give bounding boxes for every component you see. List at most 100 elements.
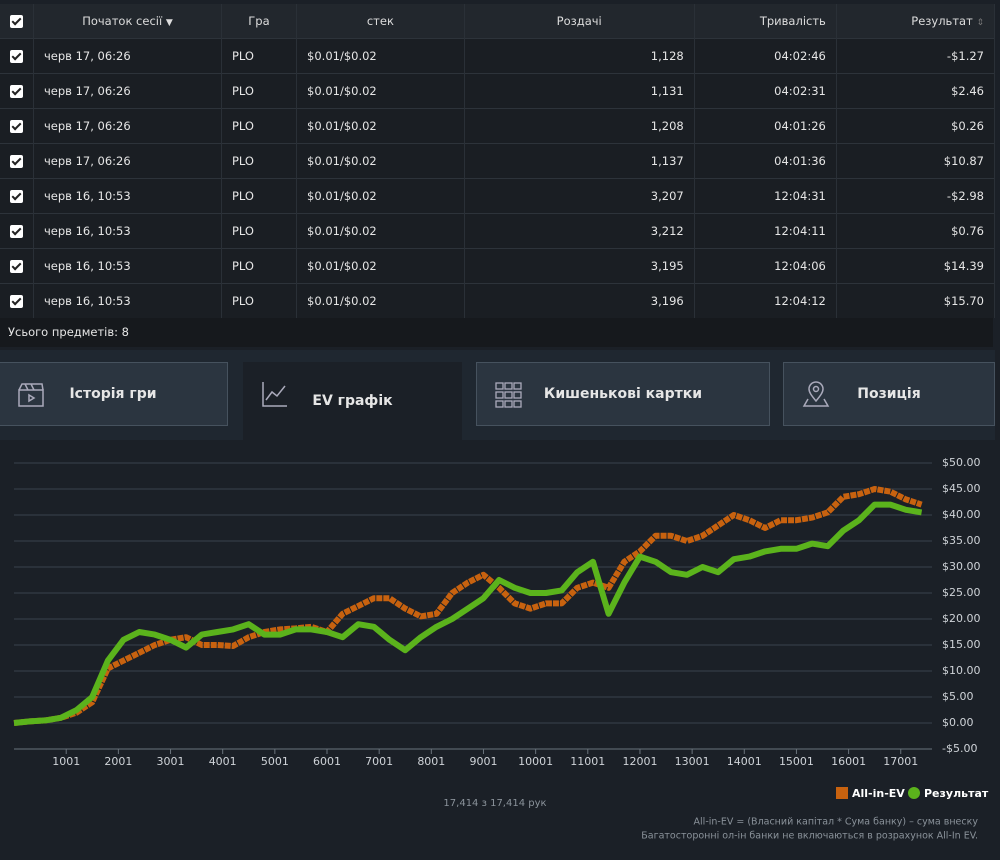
y-tick-label: $5.00: [942, 690, 974, 703]
cell: черв 17, 06:26: [33, 143, 222, 179]
cell: 1,131: [464, 73, 695, 109]
cell: 1,128: [464, 38, 695, 74]
cell: -$1.27: [836, 38, 996, 74]
cell: $0.01/$0.02: [296, 143, 465, 179]
x-tick-label: 13001: [675, 755, 710, 768]
cell: 12:04:31: [694, 178, 837, 214]
session-row: черв 16, 10:53 PLO $0.01/$0.02 3,207 12:04:3…: [0, 178, 996, 214]
row-checkbox[interactable]: [0, 213, 34, 249]
cell: 04:02:31: [694, 73, 837, 109]
cell: 1,137: [464, 143, 695, 179]
cell: $0.01/$0.02: [296, 283, 465, 318]
x-tick-label: 14001: [727, 755, 762, 768]
select-all[interactable]: [0, 4, 34, 39]
y-tick-label: $0.00: [942, 716, 974, 729]
row-checkbox[interactable]: [0, 108, 34, 144]
cell: черв 17, 06:26: [33, 108, 222, 144]
series-line: [13, 501, 923, 726]
cell: 12:04:06: [694, 248, 837, 284]
x-tick-label: 6001: [313, 755, 341, 768]
cell: $0.01/$0.02: [296, 178, 465, 214]
column-header: Роздачі: [464, 4, 695, 39]
tab[interactable]: Історія гри: [0, 362, 228, 426]
session-row: черв 17, 06:26 PLO $0.01/$0.02 1,128 04:02:4…: [0, 38, 996, 74]
x-tick-label: 12001: [622, 755, 657, 768]
cell: черв 16, 10:53: [33, 248, 222, 284]
row-checkbox[interactable]: [0, 143, 34, 179]
session-row: черв 16, 10:53 PLO $0.01/$0.02 3,196 12:04:1…: [0, 283, 996, 318]
column-header: Гра: [221, 4, 298, 39]
cell: PLO: [221, 283, 298, 318]
cell: 3,212: [464, 213, 695, 249]
note: All-in-EV = (Власний капітал * Сума банк…: [694, 817, 979, 828]
cell: 1,208: [464, 108, 695, 144]
session-row: черв 16, 10:53 PLO $0.01/$0.02 3,195 12:04:0…: [0, 248, 996, 284]
cell: -$2.98: [836, 178, 996, 214]
x-tick-label: 8001: [417, 755, 445, 768]
cell: $2.46: [836, 73, 996, 109]
cell: $14.39: [836, 248, 996, 284]
cell: PLO: [221, 108, 298, 144]
x-tick-label: 11001: [570, 755, 605, 768]
cell: 12:04:11: [694, 213, 837, 249]
row-checkbox[interactable]: [0, 38, 34, 74]
cell: 12:04:12: [694, 283, 837, 318]
tab[interactable]: Кишенькові картки: [476, 362, 770, 426]
session-row: черв 16, 10:53 PLO $0.01/$0.02 3,212 12:04:1…: [0, 213, 996, 249]
column-header: Початок сесії ▼: [33, 4, 222, 39]
tab-label: EV графік: [312, 393, 393, 409]
cell: PLO: [221, 38, 298, 74]
cell: черв 17, 06:26: [33, 73, 222, 109]
note: Багатосторонні ол-ін банки не включаютьс…: [641, 831, 978, 842]
cell: $0.01/$0.02: [296, 108, 465, 144]
row-checkbox[interactable]: [0, 73, 34, 109]
cell: PLO: [221, 178, 298, 214]
session-row: черв 17, 06:26 PLO $0.01/$0.02 1,137 04:01:3…: [0, 143, 996, 179]
y-tick-label: $45.00: [942, 482, 981, 495]
cell: черв 16, 10:53: [33, 213, 222, 249]
y-tick-label: $35.00: [942, 534, 981, 547]
sessions-table: Початок сесії ▼ Гра стек Роздачі Тривалість Р…: [0, 4, 996, 318]
y-tick-label: $30.00: [942, 560, 981, 573]
x-tick-label: 16001: [831, 755, 866, 768]
tab[interactable]: Позиція: [783, 362, 995, 426]
x-tick-label: 3001: [157, 755, 185, 768]
x-tick-label: 1001: [52, 755, 80, 768]
header-row: Початок сесії ▼ Гра стек Роздачі Тривалість Р…: [0, 4, 996, 39]
cell: черв 17, 06:26: [33, 38, 222, 74]
cell: 3,196: [464, 283, 695, 318]
cell: PLO: [221, 248, 298, 284]
tab-label: Кишенькові картки: [543, 386, 703, 402]
ev-chart: -$5.00 $0.00 $5.00 $10.00 $15.00 $20.00 $25.00…: [13, 456, 989, 842]
cell: 04:02:46: [694, 38, 837, 74]
x-tick-label: 15001: [779, 755, 814, 768]
x-tick-label: 17001: [883, 755, 918, 768]
row-checkbox[interactable]: [0, 283, 34, 318]
session-row: черв 17, 06:26 PLO $0.01/$0.02 1,208 04:01:2…: [0, 108, 996, 144]
x-tick-label: 10001: [518, 755, 553, 768]
tab-active[interactable]: EV графік: [243, 362, 462, 440]
cell: 04:01:26: [694, 108, 837, 144]
cell: $0.01/$0.02: [296, 248, 465, 284]
y-tick-label: $40.00: [942, 508, 981, 521]
cell: $15.70: [836, 283, 996, 318]
cell: 3,207: [464, 178, 695, 214]
legend-label: All-in-EV: [852, 787, 905, 800]
column-header: стек: [296, 4, 465, 39]
tab-label: Історія гри: [69, 386, 157, 402]
cell: $0.01/$0.02: [296, 73, 465, 109]
legend-marker: [836, 787, 848, 799]
cell: $0.76: [836, 213, 996, 249]
cell: $0.01/$0.02: [296, 38, 465, 74]
row-checkbox[interactable]: [0, 178, 34, 214]
column-header: Результат ⇕: [836, 4, 996, 39]
cell: 3,195: [464, 248, 695, 284]
cell: $0.26: [836, 108, 996, 144]
x-tick-label: 2001: [104, 755, 132, 768]
x-tick-label: 5001: [261, 755, 289, 768]
row-checkbox[interactable]: [0, 248, 34, 284]
x-tick-label: 4001: [209, 755, 237, 768]
cell: $10.87: [836, 143, 996, 179]
x-tick-label: 7001: [365, 755, 393, 768]
